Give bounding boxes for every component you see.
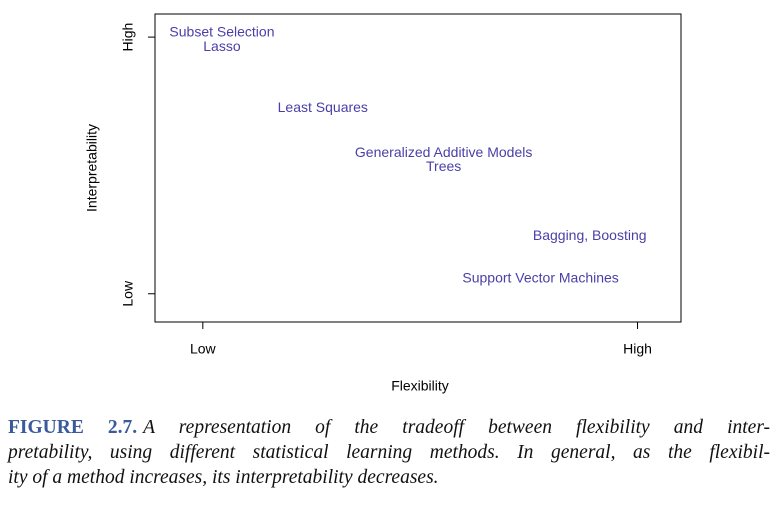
x-axis-label: Flexibility	[391, 378, 449, 394]
caption-line: FIGURE 2.7. A representation of the trade…	[8, 415, 770, 440]
y-tick-label: High	[120, 23, 136, 52]
x-tick-label: Low	[190, 341, 217, 357]
x-tick-label: High	[623, 341, 652, 357]
chart: Flexibility Interpretability Low High Low H…	[84, 13, 682, 394]
caption-label: FIGURE 2.7.	[8, 417, 138, 438]
caption-line: ity of a method increases, its interpret…	[8, 467, 439, 488]
caption-text: A representation of the tradeoff between…	[143, 417, 771, 438]
method-label: Trees	[426, 158, 461, 174]
method-label: Subset Selection	[169, 24, 274, 40]
method-label: Support Vector Machines	[462, 269, 618, 285]
caption: FIGURE 2.7. A representation of the trade…	[8, 415, 770, 490]
method-label: Bagging, Boosting	[533, 227, 647, 243]
y-tick-label: Low	[120, 280, 136, 307]
method-label: Least Squares	[278, 99, 368, 115]
y-axis-label: Interpretability	[84, 124, 100, 212]
plot-frame	[154, 13, 682, 323]
method-label: Generalized Additive Models	[355, 144, 532, 160]
method-label: Lasso	[203, 38, 241, 54]
caption-line: pretability, using different statistical…	[8, 442, 770, 463]
